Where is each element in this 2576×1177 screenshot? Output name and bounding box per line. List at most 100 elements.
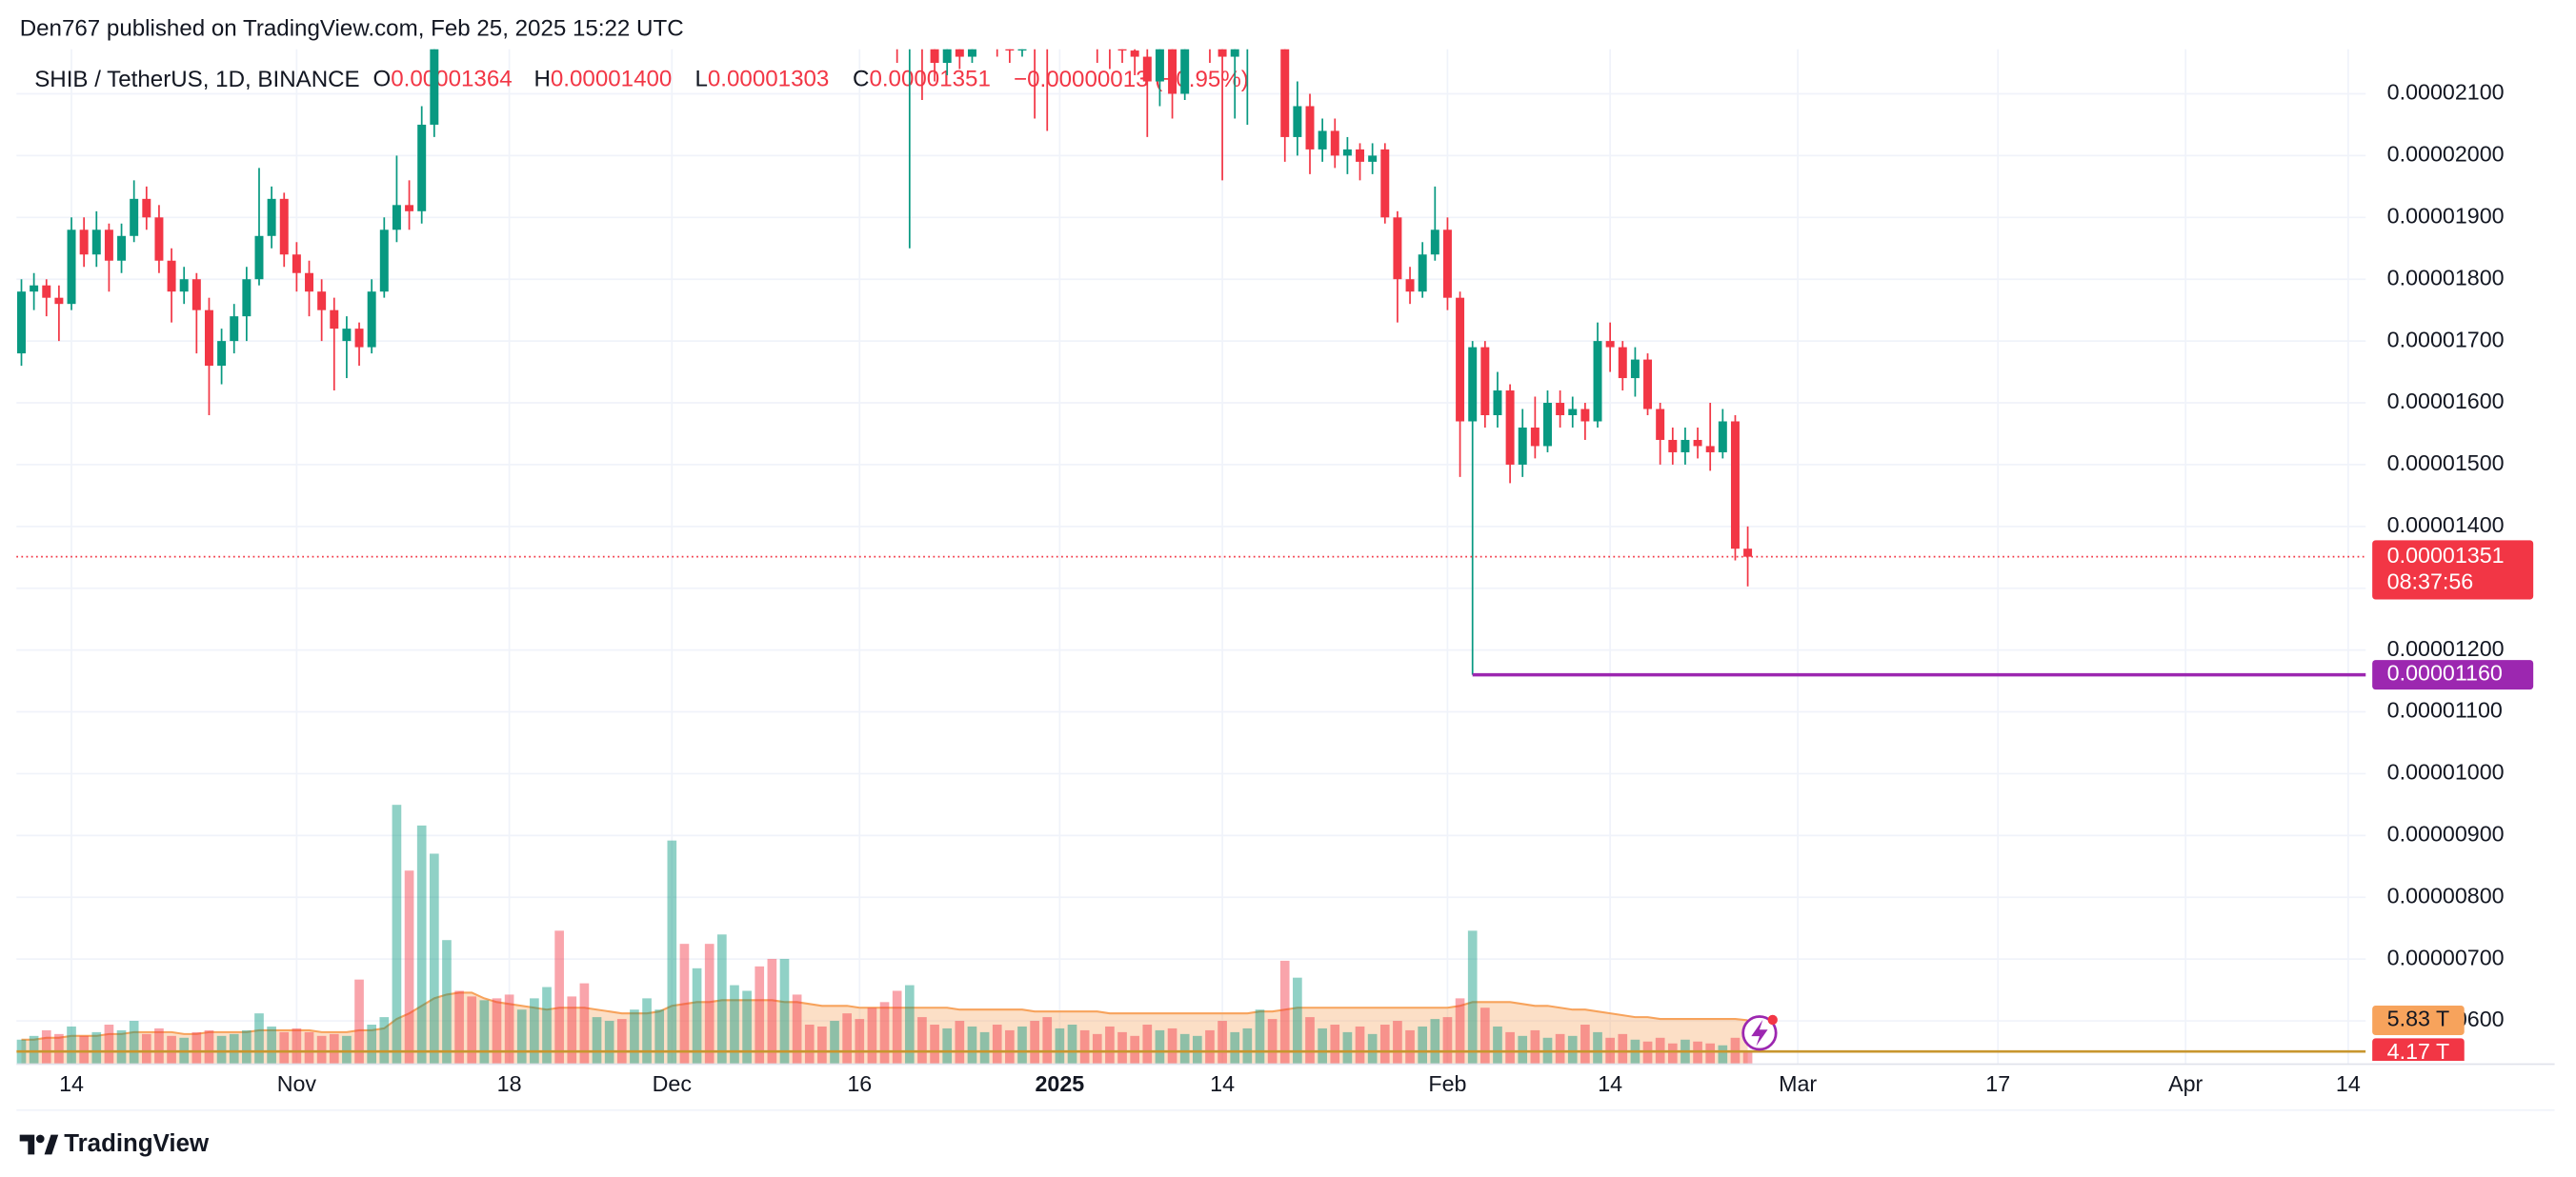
x-tick-label: Feb — [1428, 1071, 1466, 1096]
volume-bar — [1055, 1027, 1065, 1065]
volume-bar — [955, 1021, 965, 1065]
candle-body — [242, 279, 252, 317]
volume-bar — [154, 1027, 164, 1065]
volume-bar — [1367, 1033, 1378, 1065]
candle-body — [79, 229, 89, 255]
candle-body — [1280, 49, 1290, 137]
volume-bar — [1130, 1035, 1139, 1065]
volume-bar — [1255, 1009, 1265, 1065]
volume-ma-area — [21, 992, 1748, 1065]
candle-body — [430, 49, 439, 125]
volume-bar — [579, 983, 590, 1065]
candle-body — [1393, 217, 1402, 280]
volume-bar — [1418, 1026, 1428, 1065]
volume-badge — [2372, 1038, 2465, 1062]
candle-body — [1530, 427, 1540, 447]
volume-bar — [930, 1025, 939, 1065]
volume-bar — [1318, 1027, 1327, 1065]
candle-body — [1743, 549, 1753, 557]
volume-bar — [742, 990, 752, 1065]
ohlc-key: H — [533, 67, 550, 92]
volume-bar — [1067, 1025, 1077, 1065]
candle-body — [955, 49, 964, 57]
x-tick-label: 14 — [1598, 1071, 1622, 1096]
volume-bar — [842, 1013, 852, 1065]
level-label: 0.00001160 — [2387, 661, 2503, 686]
volume-bar — [592, 1017, 602, 1065]
candle-body — [330, 309, 339, 329]
volume-bar — [1518, 1035, 1528, 1065]
candle-body — [42, 285, 51, 298]
volume-bar — [1642, 1041, 1653, 1065]
candle-body — [967, 49, 976, 57]
volume-bar — [1480, 1007, 1490, 1065]
candle-body — [1342, 149, 1352, 156]
candle-body — [367, 291, 376, 348]
volume-bar — [679, 944, 690, 1065]
candle-body — [1493, 390, 1502, 415]
volume-ma-line — [21, 991, 1748, 1041]
candle-body — [1180, 49, 1190, 94]
candle-body — [142, 198, 151, 218]
candle-body — [1456, 297, 1465, 422]
volume-bar — [717, 934, 727, 1065]
volume-bar — [1117, 1031, 1127, 1065]
candle-body — [54, 297, 64, 305]
y-tick-label: 0.00002100 — [2387, 80, 2505, 105]
y-tick-label: 0.00001400 — [2387, 512, 2505, 537]
volume-bar — [329, 1033, 339, 1065]
candle-body — [1117, 49, 1127, 51]
ohlc-value: 0.00001351 — [869, 67, 990, 92]
candle-body — [1556, 403, 1565, 415]
y-tick-label: 0.00000800 — [2387, 883, 2505, 908]
candle-body — [1168, 49, 1177, 94]
candle-body — [392, 205, 401, 230]
candle-body — [17, 291, 26, 354]
volume-bar — [404, 870, 414, 1065]
volume-bar — [504, 994, 514, 1065]
volume-bar — [704, 944, 714, 1065]
candle-body — [1668, 439, 1678, 452]
volume-bar — [467, 996, 477, 1065]
volume-bar — [917, 1017, 927, 1065]
brand-logo — [19, 1134, 59, 1155]
y-tick-label: 0.00001500 — [2387, 450, 2505, 475]
candle-body — [1142, 56, 1152, 82]
volume-bar — [41, 1029, 51, 1065]
candle-body — [1005, 49, 1015, 51]
volume-bar — [129, 1021, 139, 1065]
x-tick-label: Nov — [277, 1071, 317, 1096]
candle-body — [1630, 359, 1640, 379]
x-tick-label: Apr — [2168, 1071, 2203, 1096]
candle-body — [1505, 390, 1515, 465]
x-axis: 14 Nov 18 Dec 16 2025 14 Feb 14 Mar 17 Apr 14 — [59, 1071, 2361, 1096]
publisher: Den767 published on TradingView.com, Feb… — [20, 15, 684, 41]
volume-bar — [54, 1033, 64, 1065]
volume-bar — [567, 996, 577, 1065]
candle-body — [1442, 229, 1452, 298]
volume-bar — [1455, 998, 1465, 1065]
candle-body — [942, 49, 952, 64]
volume-bar — [367, 1025, 376, 1065]
volume-bar — [479, 1000, 490, 1065]
volume-bar — [1242, 1027, 1253, 1065]
grid — [16, 49, 2366, 1065]
volume-bar — [1167, 1027, 1177, 1065]
candle-body — [91, 229, 101, 255]
volume-bar — [516, 1009, 527, 1065]
volume-bar — [530, 998, 539, 1065]
volume-bar — [1379, 1025, 1390, 1065]
volume-bar — [1230, 1031, 1240, 1065]
x-tick-label: 14 — [2336, 1071, 2361, 1096]
volume-bar — [1442, 1017, 1453, 1065]
candle-body — [1568, 409, 1578, 415]
volume-bar — [1555, 1033, 1565, 1065]
volume-bar — [267, 1026, 276, 1065]
volume-bar — [1105, 1026, 1115, 1065]
volume-bar — [167, 1035, 176, 1065]
volume-bar — [554, 930, 564, 1065]
volume-bar — [104, 1025, 114, 1065]
ohlc-key: L — [694, 67, 707, 92]
candle-body — [30, 285, 39, 292]
